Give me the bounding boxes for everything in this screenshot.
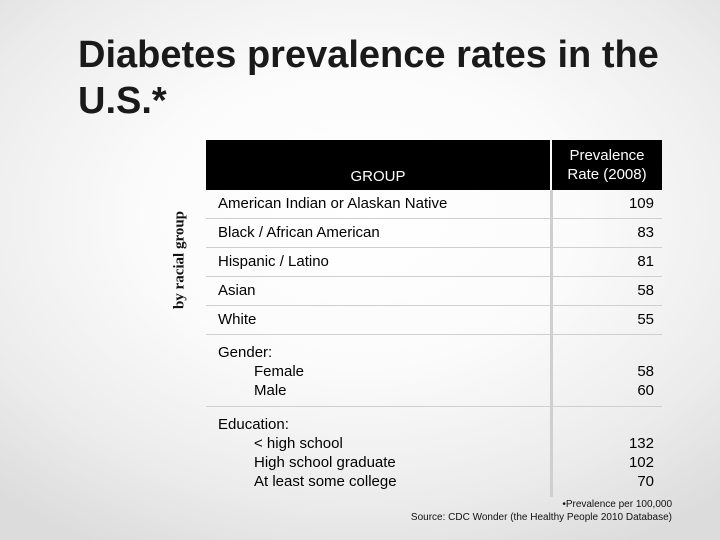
side-label-text: by racial group bbox=[171, 210, 188, 310]
group-header-label: GROUP bbox=[350, 168, 406, 185]
side-label: by racial group bbox=[165, 190, 195, 330]
table-row: Asian 58 bbox=[206, 277, 662, 306]
footnote: •Prevalence per 100,000 Source: CDC Wond… bbox=[411, 498, 672, 524]
gender-male-rate: 60 bbox=[637, 382, 654, 399]
rate-column-header: Prevalence Rate (2008) bbox=[552, 140, 662, 190]
table-row: White 55 bbox=[206, 306, 662, 335]
gender-heading: Gender: bbox=[218, 344, 273, 361]
group-cell: White bbox=[218, 311, 257, 328]
rate-cell: 58 bbox=[637, 282, 654, 299]
education-row: Education: < high school High school gra… bbox=[206, 407, 662, 497]
table-row: American Indian or Alaskan Native 109 bbox=[206, 190, 662, 219]
table-row: Hispanic / Latino 81 bbox=[206, 248, 662, 277]
gender-rate-cell: 58 60 bbox=[637, 362, 654, 400]
rate-cell: 83 bbox=[637, 224, 654, 241]
education-hs-grad-rate: 102 bbox=[628, 454, 654, 471]
prevalence-table: American Indian or Alaskan Native 109 Bl… bbox=[206, 190, 662, 497]
gender-row: Gender: Female Male 58 60 bbox=[206, 335, 662, 407]
slide-title: Diabetes prevalence rates in the U.S.* bbox=[78, 34, 659, 122]
education-rate-cell: 132 102 70 bbox=[629, 434, 654, 491]
gender-female-rate: 58 bbox=[637, 363, 654, 380]
education-group-cell: Education: < high school High school gra… bbox=[206, 407, 662, 497]
group-cell: Asian bbox=[218, 282, 256, 299]
rate-header-line2: Rate (2008) bbox=[567, 166, 647, 183]
column-divider bbox=[550, 277, 553, 305]
footnote-prevalence: •Prevalence per 100,000 bbox=[562, 499, 672, 510]
rate-header-line1: Prevalence bbox=[569, 147, 645, 164]
column-divider bbox=[550, 335, 553, 406]
column-divider bbox=[550, 306, 553, 334]
education-some-college-rate: 70 bbox=[637, 473, 654, 490]
gender-male-label: Male bbox=[254, 382, 287, 399]
column-divider bbox=[550, 248, 553, 276]
group-cell: Black / African American bbox=[218, 224, 380, 241]
education-hs-grad-label: High school graduate bbox=[254, 454, 396, 471]
column-divider bbox=[550, 219, 553, 247]
group-cell: Hispanic / Latino bbox=[218, 253, 329, 270]
rate-cell: 55 bbox=[637, 311, 654, 328]
gender-female-label: Female bbox=[254, 363, 305, 380]
column-divider bbox=[550, 407, 553, 497]
rate-cell: 81 bbox=[637, 253, 654, 270]
footnote-source: Source: CDC Wonder (the Healthy People 2… bbox=[410, 512, 672, 523]
gender-group-cell: Gender: Female Male bbox=[206, 335, 662, 406]
column-divider bbox=[550, 190, 553, 218]
table-row: Black / African American 83 bbox=[206, 219, 662, 248]
education-heading: Education: bbox=[218, 416, 289, 433]
group-column-header: GROUP bbox=[206, 140, 550, 190]
group-cell: American Indian or Alaskan Native bbox=[218, 195, 448, 212]
rate-cell: 109 bbox=[628, 195, 654, 212]
education-some-college-label: At least some college bbox=[254, 473, 397, 490]
education-less-hs-rate: 132 bbox=[628, 435, 654, 452]
education-less-hs-label: < high school bbox=[254, 435, 343, 452]
